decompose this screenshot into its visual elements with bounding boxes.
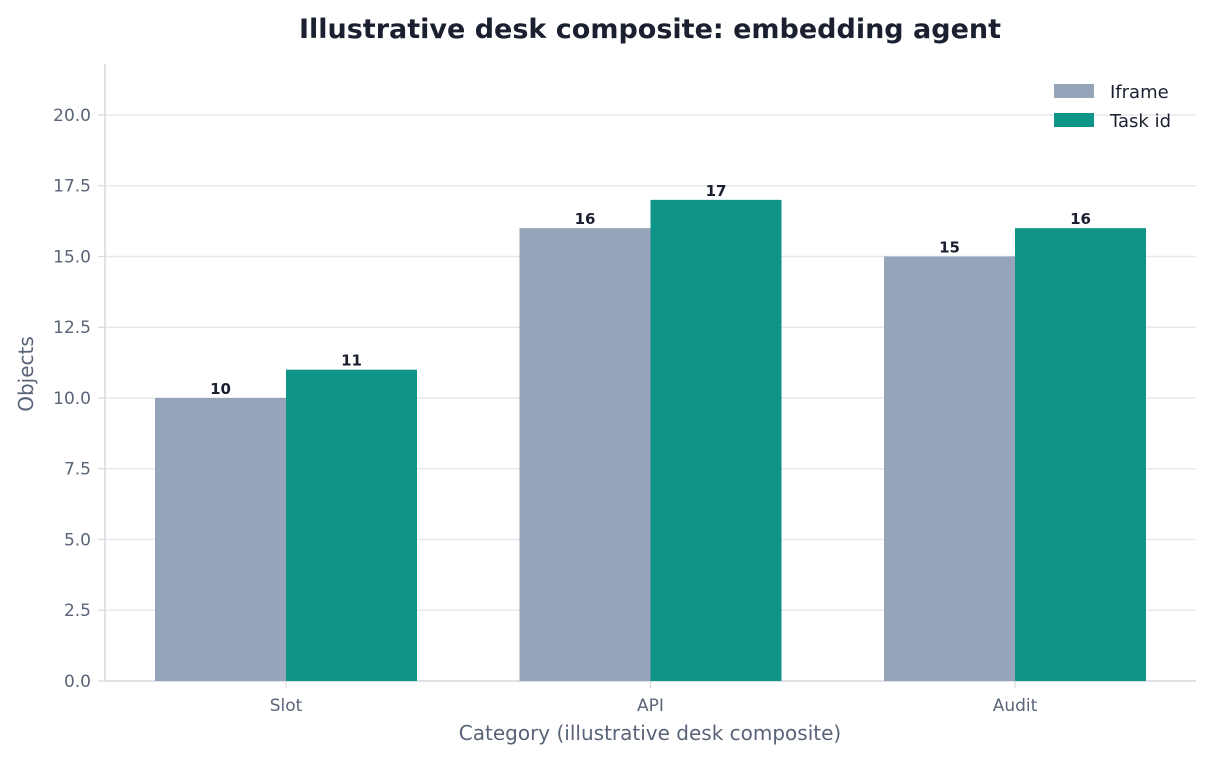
legend-swatch bbox=[1054, 113, 1094, 127]
x-tick-label: Slot bbox=[270, 696, 303, 716]
y-tick-label: 0.0 bbox=[64, 672, 91, 692]
y-tick-label: 5.0 bbox=[64, 530, 91, 550]
bar-task-id-audit bbox=[1015, 228, 1146, 682]
bar-value-label: 16 bbox=[575, 210, 596, 228]
data-label-layer: 10 11 16 17 15 16 bbox=[210, 182, 1091, 398]
legend-label: Task id bbox=[1109, 111, 1171, 132]
y-tick-label: 10.0 bbox=[53, 389, 91, 409]
chart-title: Illustrative desk composite: embedding a… bbox=[299, 14, 1001, 45]
y-tick-label: 2.5 bbox=[64, 601, 91, 621]
x-tick-label: Audit bbox=[993, 696, 1038, 716]
bar-task-id-api bbox=[650, 199, 782, 681]
tick-layer: 0.0 2.5 5.0 7.5 10.0 12.5 15.0 17.5 20.0 Slot API A… bbox=[53, 106, 1037, 716]
bar-value-label: 15 bbox=[939, 238, 960, 256]
bar-iframe-slot bbox=[155, 397, 286, 681]
bar-iframe-audit bbox=[884, 256, 1015, 681]
y-tick-label: 20.0 bbox=[53, 106, 91, 126]
bar-iframe-api bbox=[519, 228, 651, 682]
x-tick-label: API bbox=[637, 696, 664, 716]
y-axis-label: Objects bbox=[14, 336, 38, 412]
bar-value-label: 17 bbox=[706, 182, 727, 200]
bar-value-label: 10 bbox=[210, 380, 231, 398]
y-tick-label: 15.0 bbox=[53, 247, 91, 267]
bar-layer bbox=[155, 199, 1146, 682]
legend: Iframe Task id bbox=[1054, 82, 1171, 132]
legend-label: Iframe bbox=[1110, 82, 1169, 103]
bar-value-label: 11 bbox=[341, 352, 362, 370]
y-tick-label: 7.5 bbox=[64, 460, 91, 480]
legend-swatch bbox=[1054, 84, 1094, 98]
y-tick-label: 12.5 bbox=[53, 318, 91, 338]
bar-value-label: 16 bbox=[1070, 210, 1091, 228]
x-axis-label: Category (illustrative desk composite) bbox=[459, 721, 841, 745]
y-tick-label: 17.5 bbox=[53, 177, 91, 197]
bar-task-id-slot bbox=[286, 369, 417, 681]
